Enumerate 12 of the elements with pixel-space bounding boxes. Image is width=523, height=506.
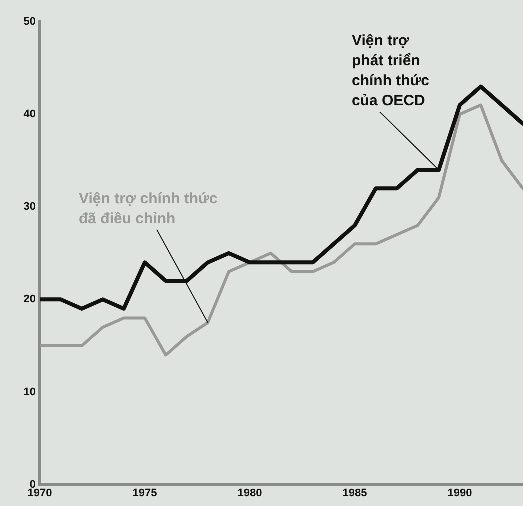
x-tick-label: 1975 xyxy=(132,487,158,500)
y-tick-label: 30 xyxy=(24,201,36,214)
x-tick-label: 1980 xyxy=(238,487,262,500)
x-tick-label: 1990 xyxy=(448,487,472,500)
x-tick-label: 1970 xyxy=(28,487,52,500)
y-tick-label: 40 xyxy=(24,108,36,121)
y-tick-label: 20 xyxy=(24,294,36,306)
series-label: Viện trợ phát triển chính thức của OECD xyxy=(352,32,430,110)
y-tick-label: 10 xyxy=(24,386,36,398)
y-tick-label: 50 xyxy=(24,16,36,28)
x-tick-label: 1985 xyxy=(342,487,368,500)
text: Viện trợ chính thức đã điều chỉnh xyxy=(79,190,218,228)
